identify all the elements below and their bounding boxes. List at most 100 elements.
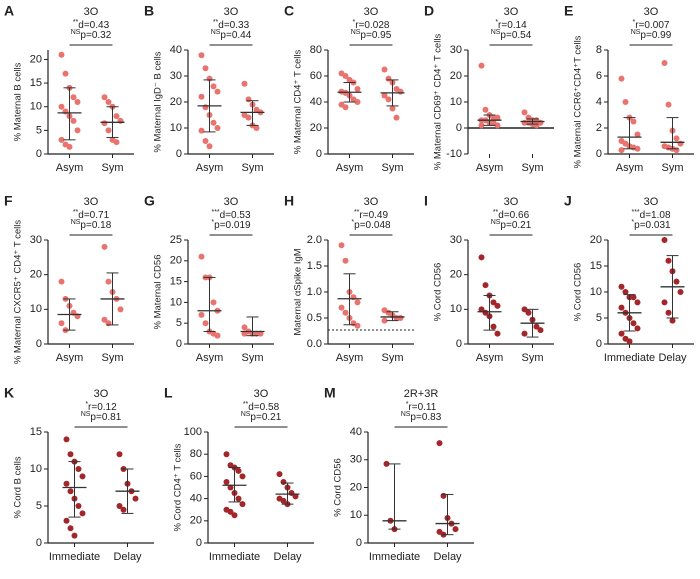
data-point — [533, 122, 540, 129]
x-tick-label: Sym — [522, 352, 544, 364]
y-tick-label: 0 — [596, 148, 602, 160]
data-point — [71, 532, 78, 539]
y-tick-label: 60 — [190, 470, 202, 482]
data-point — [241, 324, 248, 331]
stat-mark: NS — [71, 219, 81, 226]
y-tick-label: 6 — [596, 70, 602, 82]
stat-annotation: NSp=0.83 — [401, 411, 442, 423]
y-tick-label: 0 — [456, 122, 462, 134]
data-point — [630, 118, 637, 125]
data-point — [63, 517, 70, 524]
data-point — [338, 304, 345, 311]
data-point — [198, 52, 205, 59]
data-point — [661, 237, 668, 243]
y-tick-label: 2 — [596, 122, 602, 134]
x-tick-label: Sym — [102, 162, 124, 174]
data-point — [630, 320, 637, 327]
data-point — [354, 299, 361, 306]
data-point — [383, 460, 390, 467]
y-tick-label: 10 — [170, 122, 182, 134]
y-tick-label: 10 — [350, 509, 362, 521]
panel-title: 3O — [364, 6, 379, 18]
y-tick-label: 20 — [170, 255, 182, 267]
data-point — [117, 306, 124, 313]
stat-mark: * — [85, 401, 88, 408]
y-tick-label: 15 — [170, 276, 182, 288]
y-tick-label: 4 — [596, 96, 602, 108]
stat-text: d=0.33 — [218, 20, 249, 31]
stat-annotation: NSp=0.21 — [241, 411, 282, 423]
stat-annotation: *p=0.048 — [351, 219, 391, 231]
data-point — [66, 143, 73, 150]
y-tick-label: 20 — [450, 70, 462, 82]
x-tick-label: Sym — [382, 352, 404, 364]
data-point — [440, 492, 447, 499]
y-axis-label: % Maternal CCR6⁺CD4⁺T cells — [573, 35, 584, 168]
y-tick-label: 15 — [30, 77, 42, 89]
data-point — [478, 254, 485, 261]
stat-mark: * — [211, 219, 214, 226]
data-point — [436, 440, 443, 447]
stat-text: d=1.08 — [640, 210, 671, 221]
data-point — [67, 525, 74, 532]
x-tick-label: Asym — [336, 352, 364, 364]
data-point — [214, 125, 221, 131]
data-point — [673, 278, 680, 285]
x-tick-label: Immediate — [604, 352, 655, 364]
y-axis-label: Maternal αSpike IgM — [293, 248, 304, 335]
x-tick-label: Asym — [476, 352, 504, 364]
stat-mark: ** — [354, 209, 360, 216]
stat-mark: NS — [211, 29, 221, 36]
stat-text: p=0.99 — [640, 30, 671, 41]
data-point — [101, 94, 108, 101]
stat-annotation: **d=0.43 — [73, 19, 110, 31]
stat-text: p=0.83 — [410, 412, 441, 423]
data-point — [292, 493, 299, 500]
data-point — [630, 294, 637, 301]
y-tick-label: 40 — [310, 96, 322, 108]
y-tick-label: 60 — [310, 70, 322, 82]
data-point — [478, 306, 485, 313]
x-tick-label: Immediate — [369, 551, 420, 563]
stat-mark: NS — [491, 219, 501, 226]
x-tick-label: Immediate — [209, 551, 260, 563]
stat-mark: NS — [401, 411, 411, 418]
x-tick-label: Delay — [658, 352, 687, 364]
y-tick-label: 0 — [36, 537, 42, 549]
y-tick-label: 25 — [170, 234, 182, 246]
data-point — [478, 122, 485, 129]
data-point — [67, 451, 74, 458]
data-point — [677, 140, 684, 147]
data-point — [79, 473, 86, 480]
stat-text: p=0.019 — [214, 220, 251, 231]
x-tick-label: Sym — [242, 162, 264, 174]
data-point — [482, 282, 489, 289]
panel-letter: I — [424, 193, 428, 209]
y-tick-label: 20 — [310, 122, 322, 134]
data-point — [280, 478, 287, 485]
data-point — [622, 99, 629, 105]
stat-mark: NS — [351, 29, 361, 36]
y-axis-label: % Cord B cells — [13, 456, 24, 519]
data-point — [618, 330, 625, 337]
y-tick-label: 30 — [170, 70, 182, 82]
stat-annotation: NSp=0.95 — [351, 29, 392, 41]
stat-text: p=0.54 — [500, 30, 531, 41]
data-point — [210, 299, 217, 306]
stat-annotation: NSp=0.44 — [211, 29, 252, 41]
panel-letter: H — [284, 193, 294, 209]
data-point — [338, 242, 345, 249]
y-axis-label: % Maternal CD56 — [153, 255, 164, 330]
data-point — [101, 120, 108, 127]
stat-mark: ** — [213, 19, 219, 26]
data-point — [389, 105, 396, 112]
panel-letter: L — [164, 385, 173, 401]
stat-annotation: ***d=0.53 — [211, 209, 250, 221]
data-point — [665, 101, 672, 108]
y-tick-label: 0 — [36, 338, 42, 350]
data-point — [342, 257, 349, 264]
y-tick-label: 10 — [30, 101, 42, 113]
x-tick-label: Sym — [382, 162, 404, 174]
data-point — [63, 436, 70, 443]
y-tick-label: 2.0 — [307, 234, 322, 246]
